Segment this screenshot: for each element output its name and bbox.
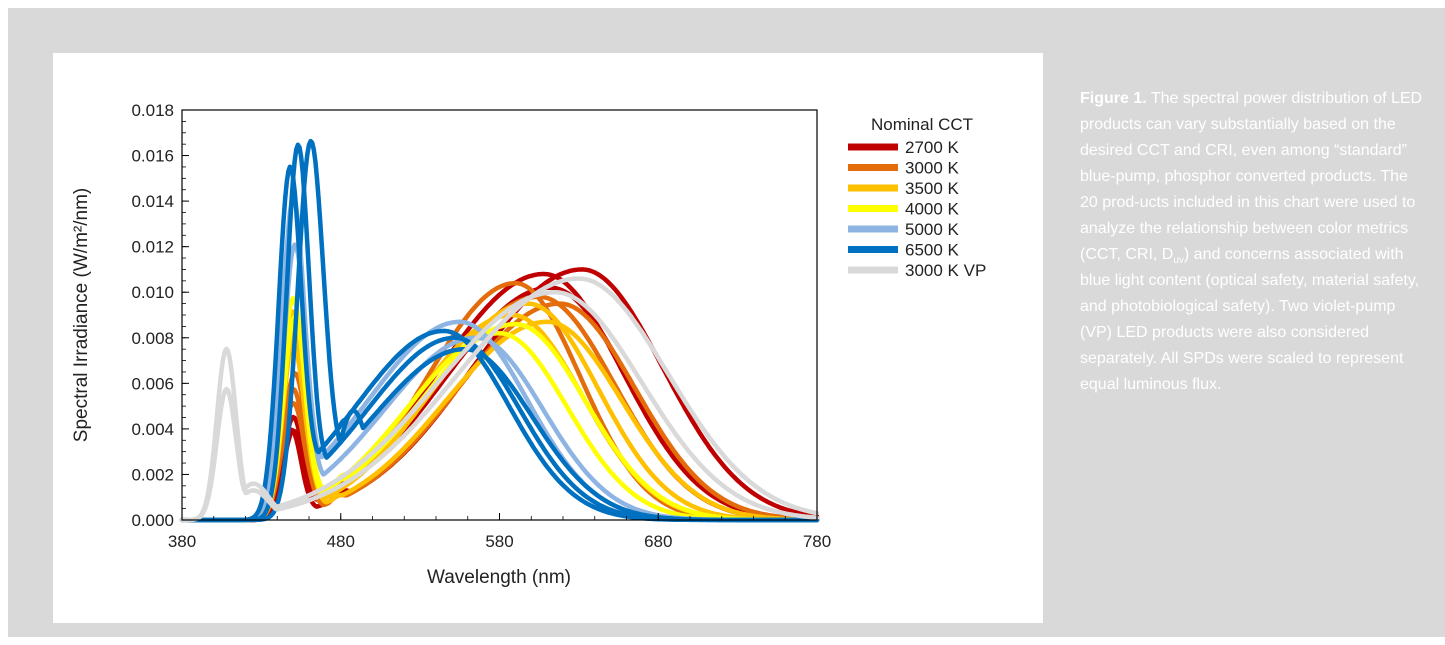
y-tick-label: 0.004 — [131, 420, 174, 439]
legend-label: 5000 K — [905, 220, 960, 239]
legend-label: 3500 K — [905, 179, 960, 198]
x-tick-label: 680 — [644, 532, 672, 551]
legend-label: 2700 K — [905, 138, 960, 157]
y-tick-label: 0.008 — [131, 329, 174, 348]
x-tick-label: 380 — [168, 532, 196, 551]
y-tick-label: 0.012 — [131, 238, 174, 257]
legend-title: Nominal CCT — [871, 115, 973, 134]
y-tick-label: 0.006 — [131, 374, 174, 393]
caption-figure-label: Figure 1. — [1080, 90, 1147, 107]
spectral-chart: 0.000 0.002 0.004 0.006 0.008 0.010 0.012 0.014… — [71, 101, 986, 588]
y-tick-label: 0.002 — [131, 465, 174, 484]
series-line-3000-k-vp-17 — [179, 289, 820, 523]
x-axis-label: Wavelength (nm) — [427, 567, 571, 588]
figure-panel: 0.000 0.002 0.004 0.006 0.008 0.010 0.012 0.014… — [8, 8, 1445, 637]
caption-duv-subscript: uv — [1173, 255, 1184, 267]
figure-caption: Figure 1. The spectral power distributio… — [1080, 86, 1430, 398]
x-tick-label: 780 — [803, 532, 831, 551]
series-line-3000-k-5 — [179, 301, 820, 523]
x-tick-label: 580 — [485, 532, 513, 551]
legend-label: 3000 K VP — [905, 261, 986, 280]
chart-card: 0.000 0.002 0.004 0.006 0.008 0.010 0.012 0.014… — [53, 53, 1043, 623]
y-tick-label: 0.016 — [131, 147, 174, 166]
legend-label: 6500 K — [905, 241, 960, 260]
x-tick-label: 480 — [327, 532, 355, 551]
x-axis-ticks: 380 480 580 680 780 — [168, 513, 831, 551]
caption-text-1: The spectral power distribution of LED p… — [1080, 90, 1423, 263]
y-tick-label: 0.018 — [131, 101, 174, 120]
y-tick-label: 0.014 — [131, 192, 174, 211]
y-axis-ticks: 0.000 0.002 0.004 0.006 0.008 0.010 0.012 0.014… — [131, 101, 189, 530]
caption-text-2: ) and concerns associated with blue ligh… — [1080, 246, 1420, 393]
legend-label: 4000 K — [905, 200, 960, 219]
y-axis-label: Spectral Irradiance (W/m²/nm) — [71, 188, 92, 442]
legend-label: 3000 K — [905, 159, 960, 178]
y-tick-label: 0.010 — [131, 283, 174, 302]
chart-curves — [179, 138, 820, 523]
y-tick-label: 0.000 — [131, 511, 174, 530]
series-line-3000-k-vp-16 — [179, 276, 820, 523]
